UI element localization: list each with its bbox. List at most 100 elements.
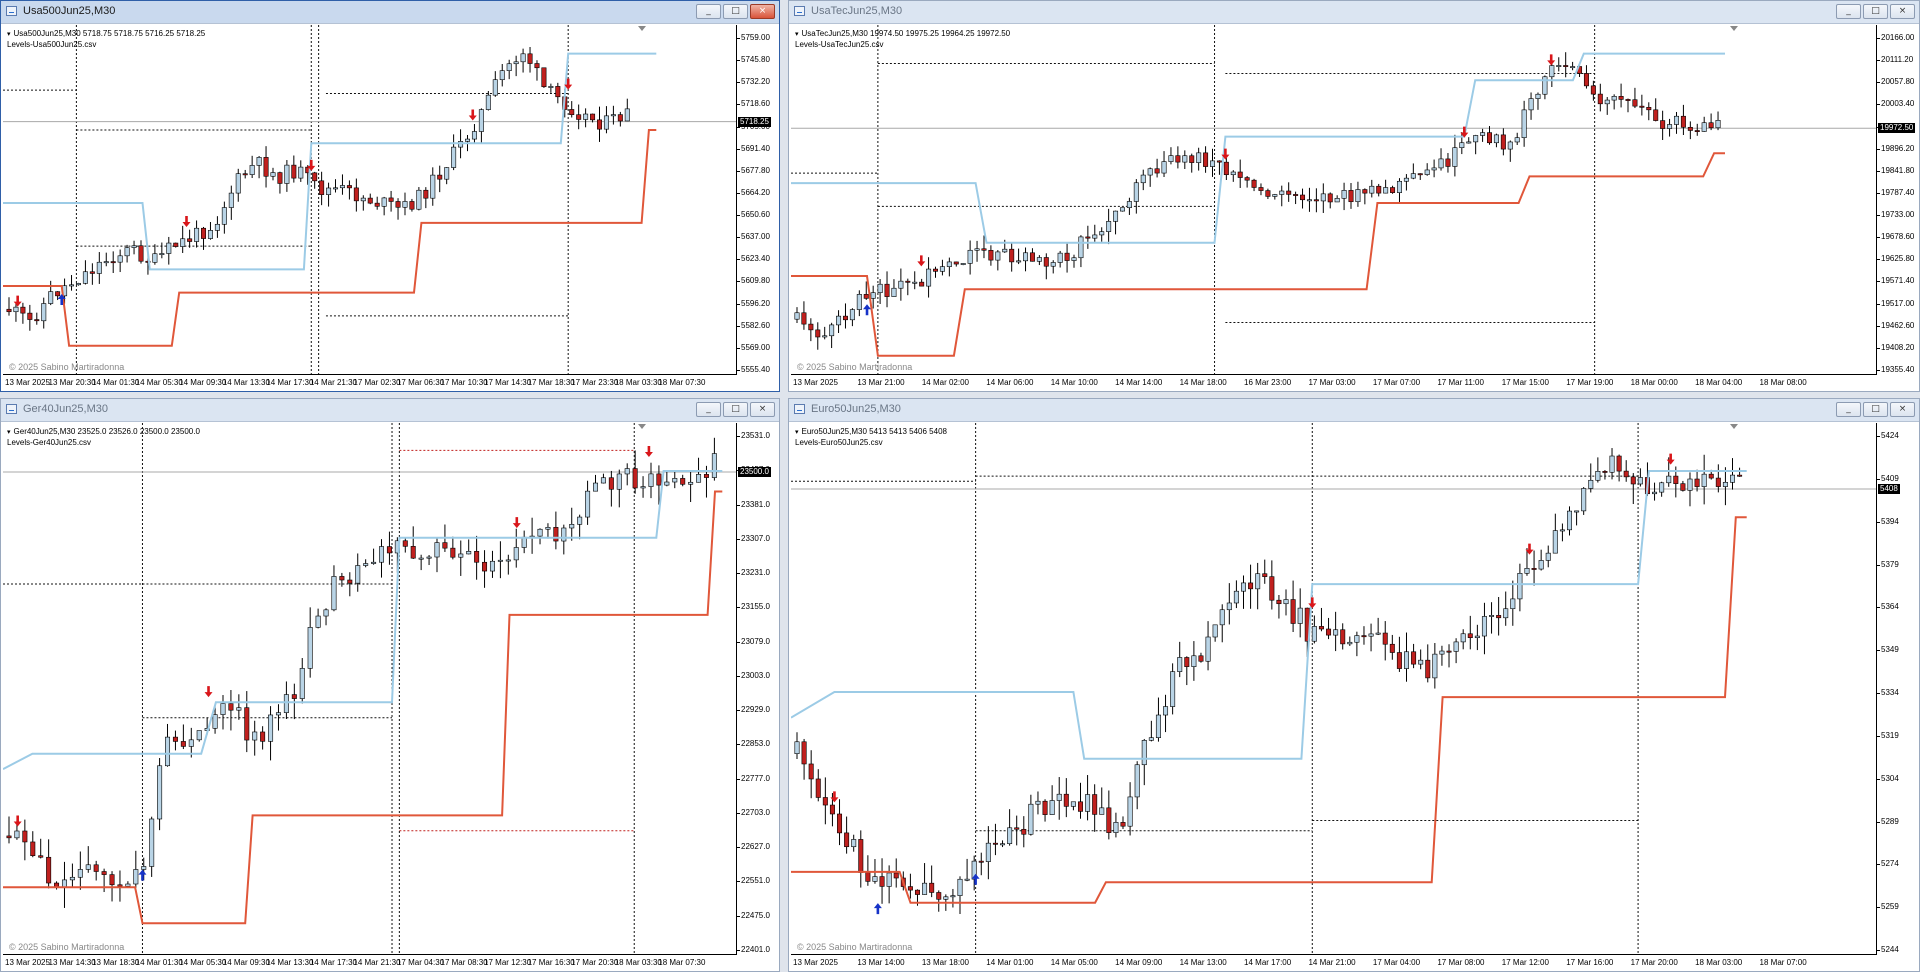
candlestick-plot[interactable]	[791, 423, 1877, 955]
time-tick-label: 16 Mar 23:00	[1244, 378, 1292, 387]
candle-body	[1439, 650, 1445, 655]
time-tick-label: 17 Mar 04:00	[1372, 958, 1421, 967]
sell-arrow-icon	[644, 446, 653, 458]
candle-body	[1639, 105, 1645, 108]
candle-body	[1189, 155, 1195, 163]
candle-body	[590, 113, 596, 121]
time-scale[interactable]: 13 Mar 2025 13 Mar 21:00 14 Mar 02:00 14 Ma…	[791, 374, 1877, 389]
chevron-down-icon[interactable]: ▾	[7, 429, 11, 436]
candle-body	[85, 864, 91, 870]
minimize-button[interactable]: _	[696, 4, 721, 19]
minimize-button[interactable]: _	[1836, 402, 1861, 417]
candle-body	[6, 308, 12, 313]
candle-body	[808, 323, 814, 331]
candle-body	[1043, 257, 1049, 267]
price-chart[interactable]: ▾ Usa500Jun25,M30 5718.75 5718.75 5716.25…	[3, 25, 777, 389]
candle-body	[794, 741, 800, 754]
chart-shift-marker[interactable]	[637, 424, 646, 429]
price-scale[interactable]: 20166.0020111.2020057.8020003.4019949.00…	[1876, 25, 1917, 375]
candle-body	[1524, 568, 1530, 574]
chart-header: ▾ Euro50Jun25,M30 5413 5413 5406 5408 Leve…	[795, 427, 947, 448]
chart-shift-marker[interactable]	[1730, 424, 1739, 429]
candle-body	[1184, 657, 1190, 667]
candle-body	[386, 546, 392, 554]
time-scale[interactable]: 13 Mar 2025 13 Mar 14:00 13 Mar 18:00 14 Ma…	[791, 954, 1877, 969]
sell-arrow-icon	[1308, 597, 1317, 609]
candle-body	[597, 119, 603, 130]
chevron-down-icon[interactable]: ▾	[795, 429, 799, 436]
close-button[interactable]: ×	[750, 402, 775, 417]
price-chart[interactable]: ▾ Euro50Jun25,M30 5413 5413 5406 5408 Leve…	[791, 423, 1917, 969]
candlestick-plot[interactable]	[3, 25, 737, 375]
candle-body	[125, 883, 131, 887]
chart-shift-marker[interactable]	[637, 26, 646, 31]
candle-body	[632, 468, 638, 489]
candle-body	[458, 553, 464, 558]
close-button[interactable]: ×	[750, 4, 775, 19]
candle-body	[822, 797, 828, 806]
candle-body	[157, 765, 163, 820]
time-scale[interactable]: 13 Mar 2025 13 Mar 20:30 14 Mar 01:30 14 Ma…	[3, 374, 737, 389]
close-button[interactable]: ×	[1890, 402, 1915, 417]
candle-body	[1618, 96, 1624, 100]
window-titlebar[interactable]: Euro50Jun25,M30 _ □ ×	[789, 399, 1919, 422]
candle-body	[1127, 796, 1133, 827]
time-scale[interactable]: 13 Mar 2025 13 Mar 14:30 13 Mar 18:30 14 Ma…	[3, 954, 737, 969]
candle-body	[298, 166, 304, 179]
price-scale[interactable]: 5759.005745.805732.205718.605705.005691.…	[736, 25, 777, 375]
candle-body	[275, 712, 281, 716]
price-tick-label: 22475.0	[737, 910, 770, 920]
time-tick-label: 18 Mar 03:00	[1695, 958, 1743, 967]
candlestick-plot[interactable]	[3, 423, 737, 955]
candle-body	[196, 730, 202, 741]
candle-body	[844, 832, 850, 848]
price-chart[interactable]: ▾ UsaTecJun25,M30 19974.50 19975.25 19964…	[791, 25, 1917, 389]
candle-body	[77, 869, 83, 878]
candle-body	[1637, 477, 1643, 485]
time-tick-label: 18 Mar 07:00	[1759, 958, 1807, 967]
candle-body	[180, 741, 186, 747]
chart-window-euro50[interactable]: Euro50Jun25,M30 _ □ × ▾ Euro50Jun25,M30 5…	[788, 398, 1920, 972]
candle-body	[1023, 252, 1029, 262]
candle-body	[131, 245, 137, 248]
window-titlebar[interactable]: Usa500Jun25,M30 _ □ ×	[1, 1, 779, 24]
chart-shift-marker[interactable]	[1730, 26, 1739, 31]
minimize-button[interactable]: _	[696, 402, 721, 417]
maximize-button[interactable]: □	[1863, 402, 1888, 417]
candle-body	[527, 53, 533, 64]
candle-body	[978, 860, 984, 863]
price-tick-label: 20003.40	[1876, 99, 1915, 109]
close-button[interactable]: ×	[1890, 4, 1915, 19]
chevron-down-icon[interactable]: ▾	[7, 31, 11, 38]
chart-window-ger40[interactable]: Ger40Jun25,M30 _ □ × ▾ Ger40Jun25,M30 235…	[0, 398, 780, 972]
candle-body	[1630, 476, 1636, 485]
price-scale[interactable]: 5424 5409 5394 5379 5364 5349 5334 5319 5304 5289…	[1876, 423, 1917, 955]
candle-body	[822, 335, 828, 338]
candle-body	[1445, 158, 1451, 167]
candle-body	[1604, 99, 1610, 105]
candle-body	[187, 238, 193, 242]
chart-window-usatec[interactable]: UsaTecJun25,M30 _ □ × ▾ UsaTecJun25,M30 1…	[788, 0, 1920, 392]
sell-arrow-icon	[1547, 54, 1556, 66]
maximize-button[interactable]: □	[723, 402, 748, 417]
chart-window-usa500[interactable]: Usa500Jun25,M30 _ □ × ▾ Usa500Jun25,M30 5…	[0, 0, 780, 392]
candle-body	[1016, 260, 1022, 263]
time-tick-label: 13 Mar 21:00	[857, 378, 905, 387]
candle-body	[1737, 474, 1743, 477]
candle-body	[1168, 155, 1174, 162]
chevron-down-icon[interactable]: ▾	[795, 31, 799, 38]
price-chart[interactable]: ▾ Ger40Jun25,M30 23525.0 23526.0 23500.0 …	[3, 423, 777, 969]
candle-body	[1318, 626, 1324, 630]
minimize-button[interactable]: _	[1836, 4, 1861, 19]
candle-body	[1588, 479, 1594, 489]
candle-body	[1240, 582, 1246, 592]
price-scale[interactable]: 23531.023457.023381.023307.023231.023155…	[736, 423, 777, 955]
window-titlebar[interactable]: UsaTecJun25,M30 _ □ ×	[789, 1, 1919, 24]
candlestick-plot[interactable]	[791, 25, 1877, 375]
price-tick-label: 19841.80	[1876, 165, 1915, 175]
symbol-ohlc: ▾ Ger40Jun25,M30 23525.0 23526.0 23500.0 …	[7, 427, 200, 438]
maximize-button[interactable]: □	[1863, 4, 1888, 19]
window-titlebar[interactable]: Ger40Jun25,M30 _ □ ×	[1, 399, 779, 422]
maximize-button[interactable]: □	[723, 4, 748, 19]
candle-body	[499, 70, 505, 81]
